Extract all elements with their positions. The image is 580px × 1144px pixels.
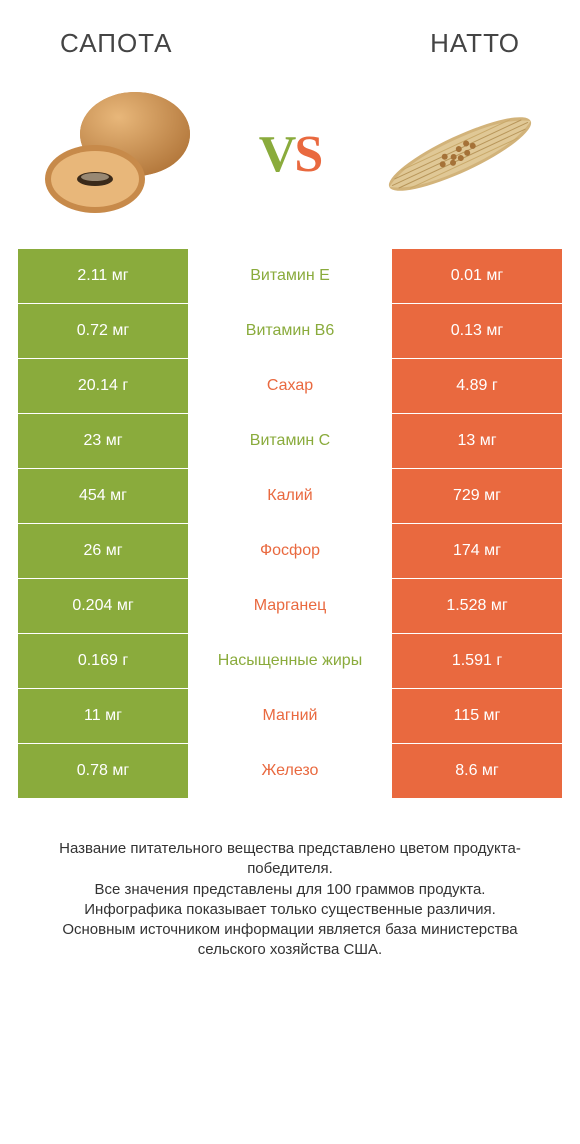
table-row: 454 мгКалий729 мг xyxy=(18,469,562,524)
left-value: 454 мг xyxy=(18,469,188,523)
nutrient-name: Марганец xyxy=(188,579,392,633)
left-value: 26 мг xyxy=(18,524,188,578)
nutrient-name: Калий xyxy=(188,469,392,523)
vs-row: VS xyxy=(0,69,580,249)
table-row: 11 мгМагний115 мг xyxy=(18,689,562,744)
table-row: 20.14 гСахар4.89 г xyxy=(18,359,562,414)
table-row: 0.169 гНасыщенные жиры1.591 г xyxy=(18,634,562,689)
nutrient-table: 2.11 мгВитамин E0.01 мг0.72 мгВитамин B6… xyxy=(18,249,562,799)
table-row: 23 мгВитамин C13 мг xyxy=(18,414,562,469)
footnote-line: Все значения представлены для 100 граммо… xyxy=(28,880,552,900)
right-value: 174 мг xyxy=(392,524,562,578)
nutrient-name: Насыщенные жиры xyxy=(188,634,392,688)
right-value: 13 мг xyxy=(392,414,562,468)
natto-image xyxy=(370,79,550,229)
right-value: 4.89 г xyxy=(392,359,562,413)
left-value: 0.72 мг xyxy=(18,304,188,358)
footnote-line: Инфографика показывает только существенн… xyxy=(28,900,552,920)
left-value: 0.169 г xyxy=(18,634,188,688)
table-row: 2.11 мгВитамин E0.01 мг xyxy=(18,249,562,304)
left-value: 23 мг xyxy=(18,414,188,468)
table-row: 0.72 мгВитамин B60.13 мг xyxy=(18,304,562,359)
right-product-title: НАТТО xyxy=(430,28,520,59)
vs-label: VS xyxy=(259,125,321,184)
left-value: 11 мг xyxy=(18,689,188,743)
right-value: 729 мг xyxy=(392,469,562,523)
header: САПОТА НАТТО xyxy=(0,0,580,69)
table-row: 26 мгФосфор174 мг xyxy=(18,524,562,579)
footnote: Название питательного вещества представл… xyxy=(28,839,552,961)
right-value: 115 мг xyxy=(392,689,562,743)
nutrient-name: Сахар xyxy=(188,359,392,413)
right-value: 0.01 мг xyxy=(392,249,562,303)
table-row: 0.78 мгЖелезо8.6 мг xyxy=(18,744,562,799)
left-value: 20.14 г xyxy=(18,359,188,413)
footnote-line: Основным источником информации является … xyxy=(28,920,552,961)
table-row: 0.204 мгМарганец1.528 мг xyxy=(18,579,562,634)
right-value: 0.13 мг xyxy=(392,304,562,358)
right-value: 8.6 мг xyxy=(392,744,562,798)
nutrient-name: Витамин C xyxy=(188,414,392,468)
right-value: 1.528 мг xyxy=(392,579,562,633)
nutrient-name: Витамин E xyxy=(188,249,392,303)
left-value: 0.78 мг xyxy=(18,744,188,798)
vs-s: S xyxy=(294,126,321,183)
nutrient-name: Магний xyxy=(188,689,392,743)
sapota-image xyxy=(30,79,210,229)
left-value: 2.11 мг xyxy=(18,249,188,303)
nutrient-name: Железо xyxy=(188,744,392,798)
nutrient-name: Витамин B6 xyxy=(188,304,392,358)
left-value: 0.204 мг xyxy=(18,579,188,633)
nutrient-name: Фосфор xyxy=(188,524,392,578)
right-value: 1.591 г xyxy=(392,634,562,688)
footnote-line: Название питательного вещества представл… xyxy=(28,839,552,880)
vs-v: V xyxy=(259,126,295,183)
left-product-title: САПОТА xyxy=(60,28,173,59)
